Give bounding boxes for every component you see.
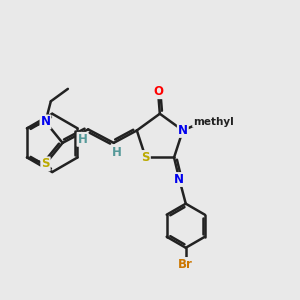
Text: O: O [153,85,163,98]
Text: N: N [178,124,188,137]
Text: H: H [77,133,87,146]
Text: Br: Br [178,258,193,271]
Text: H: H [112,146,122,159]
Text: N: N [40,116,50,128]
Text: N: N [174,173,184,186]
Text: methyl: methyl [193,117,234,127]
Text: S: S [41,158,50,170]
Text: S: S [141,151,150,164]
